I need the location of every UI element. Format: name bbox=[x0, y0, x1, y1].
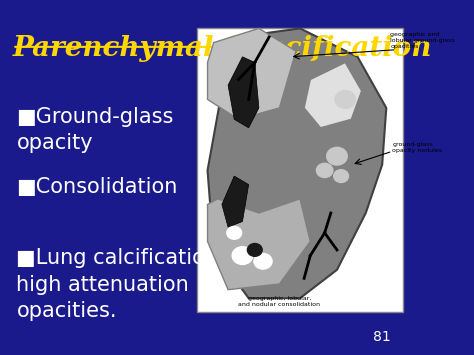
Circle shape bbox=[254, 253, 272, 269]
Text: ■Ground-glass
opacity: ■Ground-glass opacity bbox=[17, 106, 174, 153]
Text: geographic and
lobular ground-glass
opacities: geographic and lobular ground-glass opac… bbox=[391, 32, 455, 49]
Text: geographic, lobular,
and nodular consolidation: geographic, lobular, and nodular consoli… bbox=[238, 296, 320, 307]
Polygon shape bbox=[228, 57, 259, 128]
Polygon shape bbox=[208, 28, 296, 119]
Circle shape bbox=[334, 170, 348, 182]
Polygon shape bbox=[222, 176, 249, 227]
Text: 81: 81 bbox=[373, 331, 391, 344]
Circle shape bbox=[317, 163, 333, 178]
FancyBboxPatch shape bbox=[197, 28, 403, 312]
Text: ■Consolidation: ■Consolidation bbox=[17, 178, 178, 197]
Circle shape bbox=[327, 147, 347, 165]
Circle shape bbox=[247, 244, 262, 256]
Circle shape bbox=[335, 91, 356, 108]
Polygon shape bbox=[304, 62, 362, 128]
Text: Parenchymal Opacification: Parenchymal Opacification bbox=[12, 36, 432, 62]
Polygon shape bbox=[208, 28, 386, 298]
Circle shape bbox=[232, 247, 253, 264]
Circle shape bbox=[227, 226, 242, 239]
Text: ■Lung calcification &
high attenuation
opacities.: ■Lung calcification & high attenuation o… bbox=[17, 248, 241, 321]
Polygon shape bbox=[208, 199, 310, 290]
Text: ground-glass
opacity nodules: ground-glass opacity nodules bbox=[392, 142, 442, 153]
